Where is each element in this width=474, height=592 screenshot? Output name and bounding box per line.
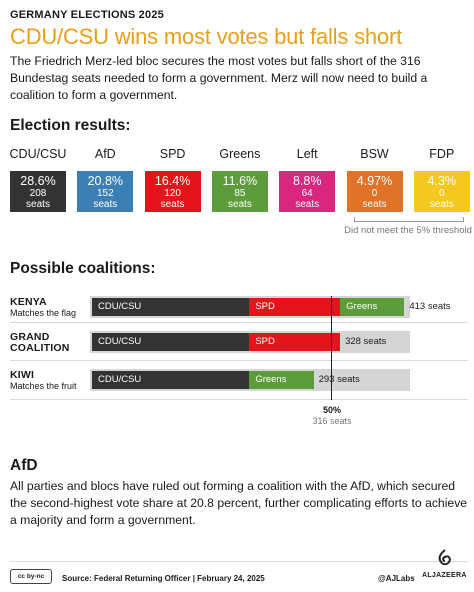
coalition-bar-segment: CDU/CSU (92, 298, 250, 316)
intro-text: The Friedrich Merz-led bloc secures the … (10, 54, 428, 102)
coalition-bar-segment: Greens (249, 371, 314, 389)
majority-seats-label: 316 seats (312, 416, 352, 426)
party-result-box: 8.8% 64 seats (279, 171, 336, 212)
coalition-bar-segment: SPD (249, 333, 341, 351)
coalition-bar-segment: CDU/CSU (92, 371, 250, 389)
party-result-box: 28.6% 208 seats (10, 171, 66, 212)
vote-share-label: 8.8% (292, 174, 322, 188)
seats-unit-label: seats (429, 199, 454, 210)
coalition-subtitle: Matches the flag (10, 308, 77, 318)
cc-license-icon: cc by-nc (10, 569, 52, 584)
party-card: Left 8.8% 64 seats (277, 147, 337, 212)
party-name: FDP (429, 147, 455, 161)
aljazeera-logo-icon (438, 549, 451, 566)
seats-unit-label: seats (26, 199, 50, 210)
kicker: GERMANY ELECTIONS 2025 (10, 9, 164, 21)
seat-count: 85 (234, 188, 246, 199)
results-heading: Election results: (10, 117, 131, 134)
vote-share-label: 16.4% (154, 174, 191, 188)
threshold-note: Did not meet the 5% threshold (344, 225, 472, 236)
coalition-label: KIWI Matches the fruit (10, 370, 86, 392)
coalition-total-label: 413 seats (409, 301, 451, 312)
seat-count: 208 (29, 188, 47, 199)
seats-unit-label: seats (295, 199, 320, 210)
vote-share-label: 20.8% (87, 174, 124, 188)
brand-wordmark: ALJAZEERA (422, 572, 467, 579)
coalition-total-label: 293 seats (318, 374, 360, 385)
seat-count: 152 (96, 188, 114, 199)
coalition-subtitle: Matches the fruit (10, 381, 77, 391)
coalition-label: KENYA Matches the flag (10, 297, 86, 319)
vote-share-label: 11.6% (222, 174, 258, 188)
seats-unit-label: seats (160, 199, 185, 210)
party-result-box: 4.97% 0 seats (346, 171, 403, 212)
coalition-name: KENYA (10, 296, 47, 308)
party-name: AfD (94, 147, 116, 161)
majority-pct-label: 50% (322, 405, 341, 415)
page-title: CDU/CSU wins most votes but falls short (10, 24, 402, 49)
coalition-name: GRAND COALITION (10, 331, 70, 354)
coalition-bar-track: CDU/CSU SPD Greens (90, 296, 410, 318)
footer-divider (10, 561, 468, 562)
seats-unit-label: seats (362, 199, 387, 210)
row-divider (10, 360, 468, 361)
party-name: Left (296, 147, 318, 161)
coalition-bar-segment: CDU/CSU (92, 333, 250, 351)
seat-count: 0 (439, 188, 445, 199)
party-name: Greens (219, 147, 261, 161)
party-result-box: 4.3% 0 seats (413, 171, 470, 212)
coalition-bar-segment: Greens (340, 298, 405, 316)
ajlabs-handle: @AJLabs (378, 574, 415, 583)
seat-count: 64 (301, 188, 313, 199)
seat-count: 120 (164, 188, 181, 199)
vote-share-label: 4.3% (427, 174, 457, 188)
row-divider (10, 399, 468, 400)
coalition-bar-track: CDU/CSU Greens (90, 369, 410, 391)
party-result-box: 20.8% 152 seats (77, 171, 134, 212)
source-note: Source: Federal Returning Officer | Febr… (62, 574, 265, 583)
party-card: FDP 4.3% 0 seats (412, 147, 472, 212)
party-card: BSW 4.97% 0 seats (345, 147, 405, 212)
party-result-box: 11.6% 85 seats (211, 171, 268, 212)
coalition-name: KIWI (10, 369, 35, 381)
coalition-total-label: 328 seats (345, 336, 387, 347)
party-card: AfD 20.8% 152 seats (75, 147, 135, 212)
afd-body-text: All parties and blocs have ruled out for… (10, 479, 468, 527)
seats-unit-label: seats (227, 199, 252, 210)
vote-share-label: 28.6% (20, 174, 56, 188)
party-name: SPD (159, 147, 186, 161)
party-name: CDU/CSU (9, 147, 67, 161)
coalition-label: GRAND COALITION (10, 332, 86, 354)
row-divider (10, 322, 468, 323)
threshold-bracket (354, 217, 464, 222)
party-card: CDU/CSU 28.6% 208 seats (8, 147, 68, 212)
coalition-bar-segment: SPD (249, 298, 341, 316)
coalitions-heading: Possible coalitions: (10, 260, 156, 277)
seats-unit-label: seats (93, 199, 118, 210)
seat-count: 0 (371, 188, 378, 199)
coalition-bar-track: CDU/CSU SPD (90, 331, 410, 353)
party-name: BSW (360, 147, 389, 161)
afd-heading: AfD (10, 457, 38, 474)
party-card: SPD 16.4% 120 seats (143, 147, 203, 212)
party-result-box: 16.4% 120 seats (144, 171, 201, 212)
party-card: Greens 11.6% 85 seats (210, 147, 270, 212)
vote-share-label: 4.97% (356, 174, 393, 188)
majority-line (331, 296, 332, 400)
